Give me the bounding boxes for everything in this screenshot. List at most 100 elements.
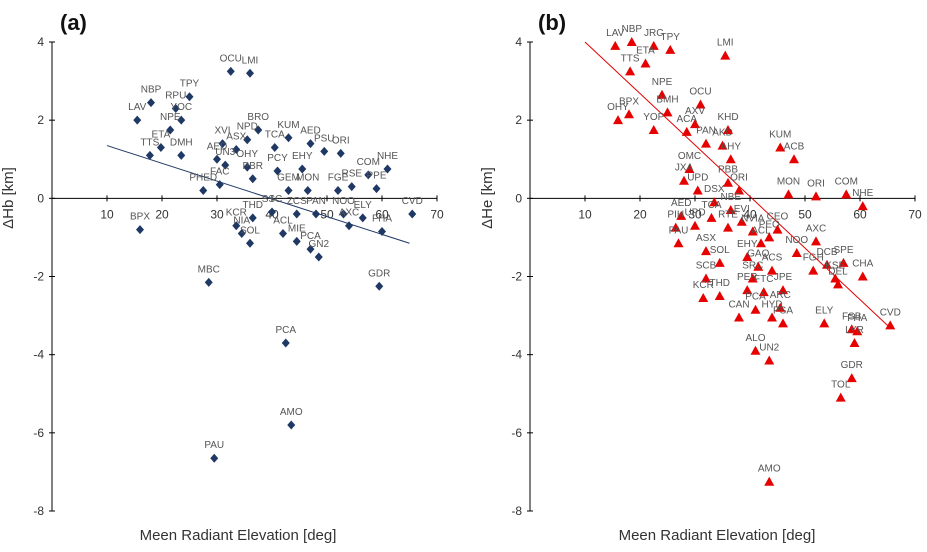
panel-a-data-point	[270, 143, 279, 153]
panel-a-x-tick-label: 20	[155, 207, 169, 221]
panel-b-point-label: RTE	[718, 210, 738, 221]
panel-b-point-label: BPX	[619, 96, 639, 107]
panel-b-data-point	[783, 189, 794, 199]
panel-b-point-label: EHY	[737, 239, 758, 250]
panel-b-point-label: CVD	[880, 307, 901, 318]
panel-a-x-tick-label: 30	[210, 207, 224, 221]
panel-b-point-label: JPE	[774, 272, 793, 283]
panel-b-point-label: FTC	[754, 274, 773, 285]
panel-b-data-point	[767, 312, 777, 322]
panel-b-data-point	[808, 265, 819, 275]
panel-a-data-point	[273, 166, 282, 176]
panel-a-point-label: MON	[296, 173, 319, 184]
panel-b-data-point	[681, 126, 692, 136]
panel-a-point-label: PPE	[366, 171, 386, 182]
panel-a-x-tick-label: 50	[320, 207, 334, 221]
panel-b-point-label: AED	[671, 198, 692, 209]
panel-b-point-label: HYD	[761, 300, 782, 311]
panel-a-trendline	[106, 145, 410, 244]
panel-b-data-point	[772, 224, 783, 234]
panel-b-data-point	[841, 189, 852, 199]
panel-a-point-label: PHED	[189, 173, 217, 184]
panel-b-data-point	[764, 476, 775, 486]
panel-a-data-point	[166, 125, 175, 135]
panel-a-data-point	[254, 125, 263, 135]
panel-b-data-point	[811, 236, 821, 246]
panel-a-data-point	[221, 160, 230, 170]
panel-b-data-point	[723, 222, 733, 232]
panel-b-point-label: CAN	[728, 300, 749, 311]
panel-a-x-tick-label: 10	[100, 207, 114, 221]
panel-b-point-label: TOL	[831, 380, 851, 391]
panel-b-data-point	[849, 337, 860, 347]
panel-b-data-point	[857, 271, 868, 281]
panel-b-point-label: DSX	[704, 184, 725, 195]
panel-a-point-label: ETA	[152, 130, 171, 141]
panel-b-data-point	[734, 185, 744, 195]
panel-a-point-label: MIE	[288, 223, 306, 234]
panel-b-point-label: ALO	[745, 333, 765, 344]
panel-b-data-point	[723, 124, 733, 134]
panel-b-point-label: ASX	[696, 233, 716, 244]
panel-b-point-label: NBE	[720, 192, 741, 203]
panel-a-data-point	[320, 146, 329, 156]
panel-b-data-point	[626, 37, 637, 46]
panel-a-point-label: AED	[207, 141, 228, 152]
panel-a-point-label: KUM	[277, 120, 299, 131]
panel-a-data-point	[268, 207, 276, 217]
panel-b-point-label: NVIA	[741, 214, 765, 225]
panel-a-data-point	[215, 180, 224, 190]
panel-a-point-label: BRO	[247, 112, 269, 123]
panel-b-point-label: LAV	[606, 28, 624, 39]
panel-b-data-point	[613, 115, 623, 125]
panel-b-point-label: ARC	[770, 290, 791, 301]
panel-a-point-label: GEM	[277, 173, 300, 184]
panel-a-data-point	[303, 186, 312, 196]
panel-b-data-point	[690, 119, 700, 129]
panel-b-data-point	[742, 251, 753, 261]
panel-b-point-label: SOL	[710, 245, 730, 256]
panel-a-y-tick-label: 2	[37, 113, 44, 127]
panel-b-data-point	[791, 248, 802, 258]
panel-b-label: (b)	[538, 10, 566, 35]
panel-a-data-point	[298, 164, 307, 174]
panel-a-data-point	[378, 227, 386, 237]
panel-b-data-point	[662, 107, 673, 117]
panel-a-data-point	[147, 98, 155, 108]
panel-b-data-point	[835, 392, 846, 402]
panel-a-point-label: AXC	[339, 208, 360, 219]
panel-a-point-label: FHA	[372, 214, 392, 225]
panel-a-points: OCU LMINBPTPYLAVRPUYOCNPEDMHTTSETABPXBRON…	[128, 53, 423, 463]
panel-b-point-label: EVI	[734, 204, 750, 215]
panel-b-point-label: AKD	[712, 128, 733, 139]
panel-a-point-label: PCA	[300, 231, 321, 242]
panel-b-data-point	[756, 238, 766, 248]
panel-b-data-point	[665, 44, 676, 54]
panel-b-point-label: NPE	[652, 77, 673, 88]
panel-b-data-point	[747, 226, 758, 236]
panel-b-point-label: YOP	[643, 112, 664, 123]
panel-b-point-label: DEL	[828, 266, 848, 277]
panel-a-data-point	[358, 213, 367, 223]
panel-a-point-label: NIA	[233, 216, 250, 227]
panel-b-point-label: ORI	[730, 173, 748, 184]
panel-b-data-point	[695, 99, 706, 109]
panel-a-data-point	[306, 139, 315, 149]
panel-b-point-label: ACB	[784, 141, 805, 152]
panel-b-data-point	[833, 279, 843, 289]
panel-b-y-tick-label: -6	[511, 426, 522, 440]
panel-a-data-point	[145, 150, 154, 160]
panel-b-data-point	[701, 138, 711, 148]
panel-b-point-label: OMC	[678, 151, 701, 162]
panel-b-data-point	[610, 40, 621, 50]
panel-b-data-point	[709, 197, 720, 207]
panel-b-data-point	[789, 154, 799, 164]
panel-a-point-label: EHY	[292, 151, 313, 162]
panel-a-point-label: ORI	[332, 135, 350, 146]
panel-b-data-point	[725, 205, 736, 215]
panel-a-point-label: NPE	[160, 112, 181, 123]
panel-a-data-point	[292, 209, 301, 219]
panel-b-point-label: AHY	[720, 141, 741, 152]
panel-a-point-label: PAU	[204, 440, 224, 451]
